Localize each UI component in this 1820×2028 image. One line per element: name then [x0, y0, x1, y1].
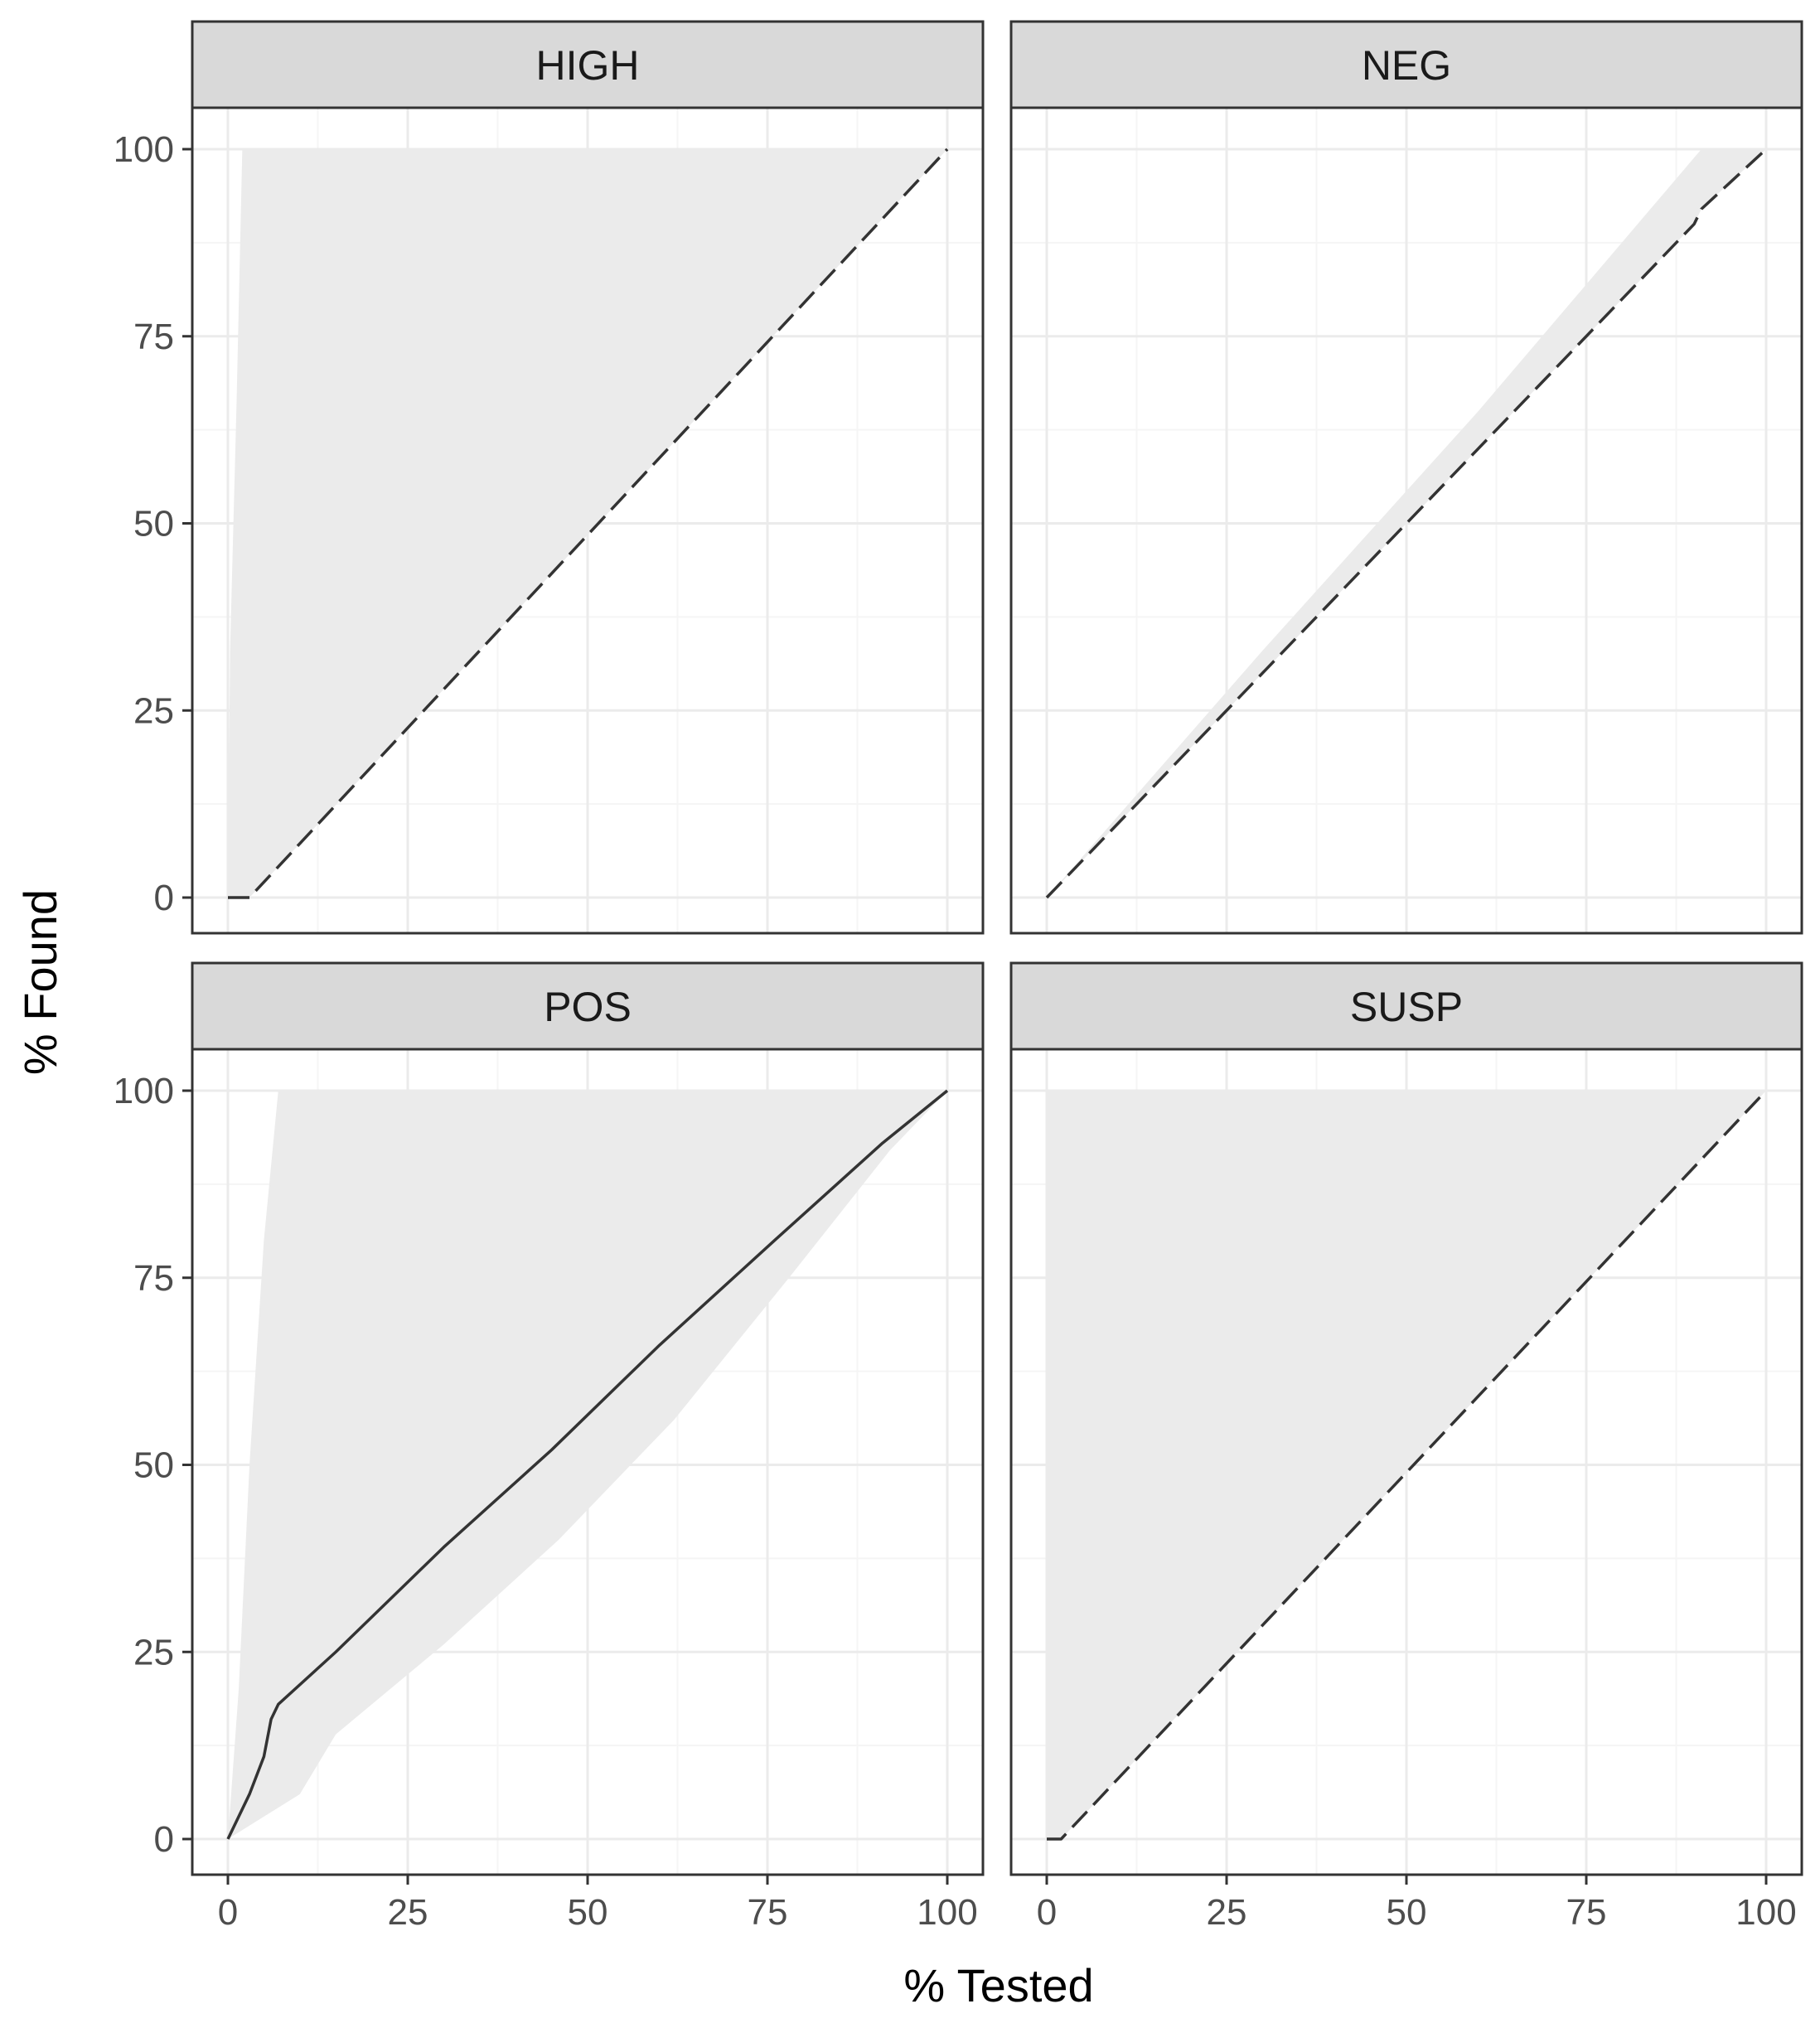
strip-label-susp: SUSP [1350, 984, 1463, 1030]
y-tick-label: 100 [114, 1071, 174, 1111]
y-tick-label: 0 [154, 1819, 174, 1860]
series-line-neg [1045, 148, 1768, 899]
strip-label-neg: NEG [1362, 42, 1451, 89]
panel-border-high [191, 106, 985, 935]
x-tick-label: 75 [748, 1892, 788, 1933]
y-tick-label: 0 [154, 878, 174, 918]
facet-high: HIGH 0 25 50 75 100 [114, 20, 985, 935]
ribbon-high [228, 149, 947, 898]
y-tick-label: 75 [133, 317, 174, 357]
x-tick-label: 25 [1207, 1892, 1247, 1933]
facet-susp: SUSP 0 25 50 75 100 [1009, 961, 1803, 1933]
strip-pos [191, 961, 985, 1051]
x-tick-label: 100 [917, 1892, 977, 1933]
strip-neg [1009, 20, 1803, 109]
panel-border-neg [1009, 106, 1803, 935]
y-tick-label: 25 [133, 1632, 174, 1672]
y-tick-label: 50 [133, 1445, 174, 1486]
y-axis-title: % Found [14, 889, 66, 1075]
facet-neg: NEG [1009, 20, 1803, 935]
x-tick-label: 0 [1037, 1892, 1057, 1933]
x-tick-label: 25 [388, 1892, 428, 1933]
x-tick-label: 100 [1735, 1892, 1796, 1933]
strip-susp [1009, 961, 1803, 1051]
y-tick-label: 25 [133, 690, 174, 731]
series-line-pos [226, 1089, 949, 1840]
ribbon-pos [228, 1091, 947, 1839]
y-tick-label: 75 [133, 1258, 174, 1299]
ribbon-susp [1047, 1091, 1766, 1839]
series-line-high [228, 148, 949, 899]
y-tick-label: 50 [133, 504, 174, 545]
facet-pos: POS 0 25 50 75 100 0 25 50 75 100 [114, 961, 985, 1933]
x-tick-label: 50 [568, 1892, 608, 1933]
strip-label-pos: POS [544, 984, 632, 1030]
series-line-susp [1047, 1089, 1768, 1841]
strip-label-high: HIGH [536, 42, 640, 89]
x-tick-label: 75 [1566, 1892, 1607, 1933]
x-tick-label: 0 [218, 1892, 238, 1933]
x-axis-title: % Tested [903, 1959, 1093, 2011]
y-tick-label: 100 [114, 129, 174, 170]
strip-high [191, 20, 985, 109]
x-tick-label: 50 [1387, 1892, 1427, 1933]
